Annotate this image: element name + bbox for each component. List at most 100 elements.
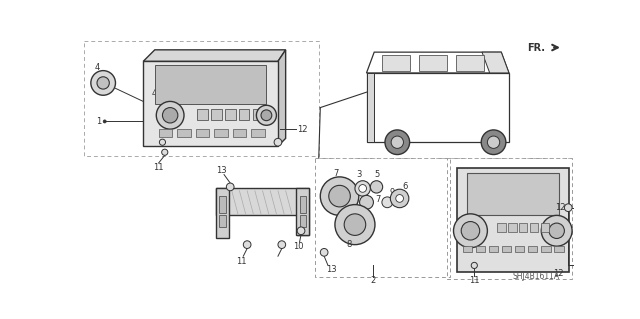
Circle shape	[344, 214, 365, 235]
Bar	[528, 246, 538, 252]
Polygon shape	[367, 73, 374, 142]
Polygon shape	[278, 50, 285, 146]
Circle shape	[541, 215, 572, 246]
Bar	[502, 246, 511, 252]
Text: 4: 4	[94, 63, 100, 72]
Bar	[489, 246, 498, 252]
Bar	[220, 215, 227, 227]
Bar	[367, 73, 509, 142]
Bar	[155, 65, 266, 104]
Circle shape	[329, 185, 350, 207]
Bar	[497, 223, 506, 232]
Bar	[177, 129, 191, 137]
Text: 4: 4	[152, 89, 157, 98]
Bar	[541, 223, 549, 232]
Text: 2: 2	[370, 276, 375, 285]
Circle shape	[355, 181, 371, 196]
Circle shape	[274, 138, 282, 146]
Circle shape	[396, 195, 403, 202]
Bar	[467, 173, 559, 215]
Bar	[554, 246, 564, 252]
Text: 11: 11	[237, 257, 247, 266]
Circle shape	[257, 105, 276, 125]
Text: 7: 7	[376, 196, 381, 204]
Bar	[232, 129, 246, 137]
Circle shape	[564, 204, 572, 211]
Text: 12: 12	[556, 203, 566, 212]
Polygon shape	[143, 61, 278, 146]
Circle shape	[159, 139, 166, 145]
Circle shape	[91, 70, 115, 95]
Bar	[225, 109, 236, 120]
Circle shape	[488, 136, 500, 148]
Text: 12: 12	[298, 125, 308, 134]
Polygon shape	[367, 52, 509, 73]
Bar	[530, 223, 538, 232]
Bar	[382, 55, 410, 70]
Polygon shape	[216, 189, 230, 239]
Bar	[508, 223, 516, 232]
Bar	[159, 129, 172, 137]
Bar	[214, 129, 228, 137]
Text: SHJ4B1611A: SHJ4B1611A	[513, 272, 559, 281]
Circle shape	[227, 183, 234, 191]
Bar	[458, 168, 569, 271]
Bar	[300, 215, 307, 227]
Bar	[515, 246, 524, 252]
Text: 1: 1	[96, 117, 101, 126]
Circle shape	[549, 223, 564, 239]
Circle shape	[360, 195, 373, 209]
Circle shape	[97, 77, 109, 89]
Text: 6: 6	[403, 182, 408, 191]
Circle shape	[163, 108, 178, 123]
Circle shape	[371, 181, 383, 193]
Bar	[239, 109, 250, 120]
Text: 7: 7	[333, 168, 339, 178]
Text: 12: 12	[553, 269, 563, 278]
Circle shape	[391, 136, 403, 148]
Bar	[197, 109, 208, 120]
Bar	[447, 158, 572, 278]
Bar	[519, 223, 527, 232]
Circle shape	[471, 262, 477, 269]
Circle shape	[278, 241, 285, 249]
Bar	[251, 129, 265, 137]
Circle shape	[156, 101, 184, 129]
Text: 3: 3	[356, 170, 362, 179]
Bar	[463, 246, 472, 252]
Circle shape	[390, 189, 409, 208]
Bar	[211, 109, 221, 120]
Circle shape	[481, 130, 506, 154]
Circle shape	[461, 221, 480, 240]
Circle shape	[359, 185, 367, 192]
Bar	[220, 196, 227, 213]
Text: 11: 11	[154, 163, 164, 172]
Circle shape	[385, 130, 410, 154]
Polygon shape	[482, 52, 509, 73]
Bar	[541, 246, 550, 252]
Circle shape	[382, 197, 393, 208]
Text: FR.: FR.	[527, 42, 545, 53]
Circle shape	[261, 110, 272, 121]
Bar	[456, 55, 484, 70]
Polygon shape	[296, 189, 308, 235]
Circle shape	[320, 249, 328, 256]
Text: 10: 10	[294, 242, 304, 251]
Text: 5: 5	[374, 170, 380, 179]
Circle shape	[335, 204, 375, 245]
Circle shape	[297, 227, 305, 235]
Bar	[253, 109, 263, 120]
Circle shape	[243, 241, 251, 249]
Polygon shape	[216, 189, 308, 235]
Bar	[196, 129, 209, 137]
Circle shape	[454, 214, 488, 248]
Bar	[419, 55, 447, 70]
Polygon shape	[143, 50, 285, 61]
Text: 9: 9	[389, 188, 394, 197]
Circle shape	[103, 120, 106, 123]
Circle shape	[320, 177, 359, 215]
Bar	[300, 196, 307, 213]
Bar	[315, 158, 450, 277]
Text: 8: 8	[346, 240, 351, 249]
Bar	[476, 246, 485, 252]
